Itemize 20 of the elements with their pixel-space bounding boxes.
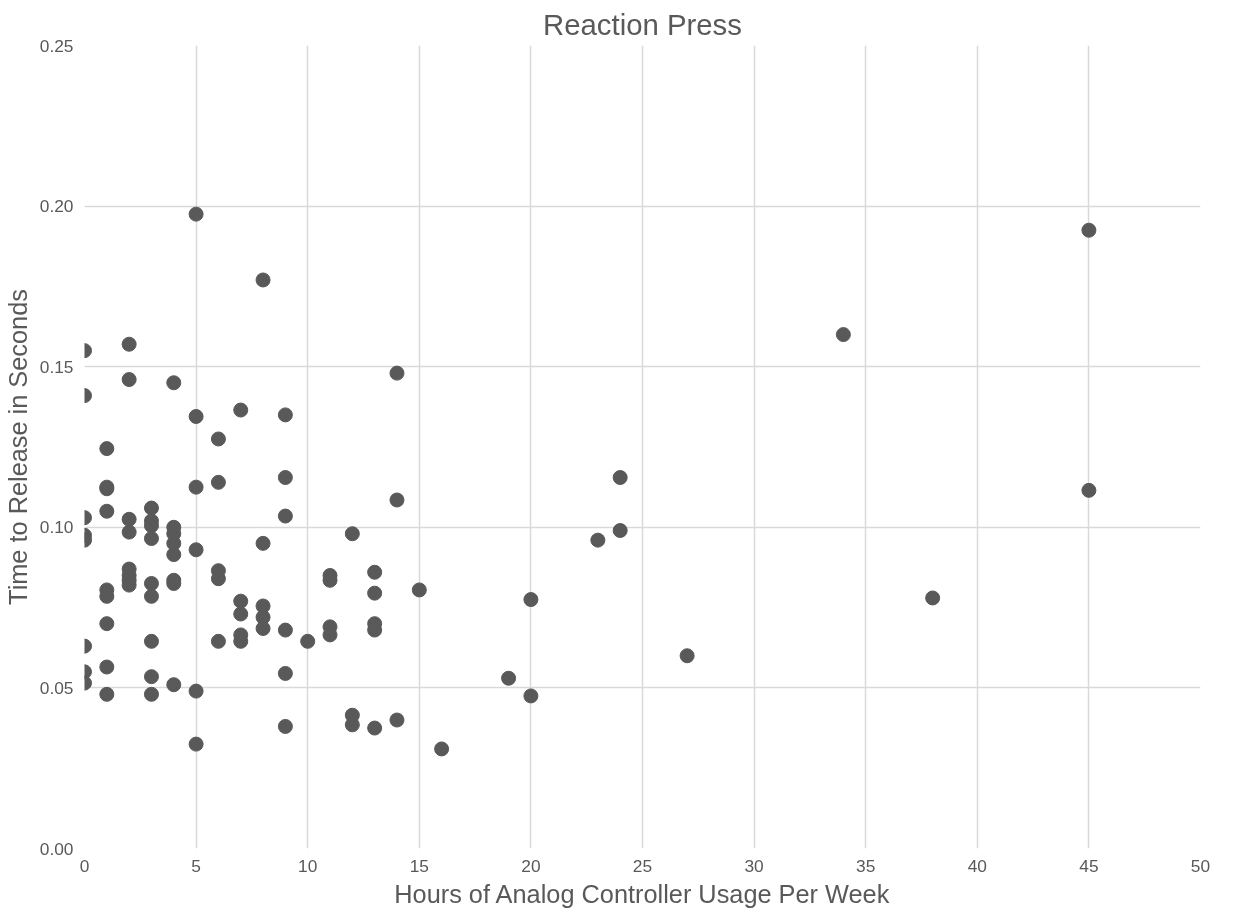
y-tick-label: 0.10: [39, 517, 74, 538]
x-tick-label: 50: [1190, 855, 1211, 876]
x-tick-label: 0: [79, 855, 90, 876]
x-tick-label: 10: [298, 855, 318, 876]
y-tick-label: 0.05: [39, 677, 74, 698]
y-tick-label: 0.00: [39, 838, 74, 859]
x-tick-label: 45: [1079, 855, 1099, 876]
x-tick-label: 30: [744, 855, 764, 876]
y-axis-title: Time to Release in Seconds: [3, 289, 32, 605]
x-tick-label: 5: [191, 855, 201, 876]
x-tick-label: 15: [409, 855, 429, 876]
y-tick-label: 0.20: [39, 196, 74, 217]
x-tick-label: 20: [521, 855, 541, 876]
x-tick-label: 35: [856, 855, 876, 876]
x-tick-label: 40: [967, 855, 987, 876]
x-axis-title: Hours of Analog Controller Usage Per Week: [394, 879, 890, 908]
x-tick-label: 25: [632, 855, 653, 876]
y-tick-label: 0.25: [39, 35, 74, 56]
y-tick-label: 0.15: [39, 356, 74, 377]
chart-title: Reaction Press: [543, 7, 742, 41]
